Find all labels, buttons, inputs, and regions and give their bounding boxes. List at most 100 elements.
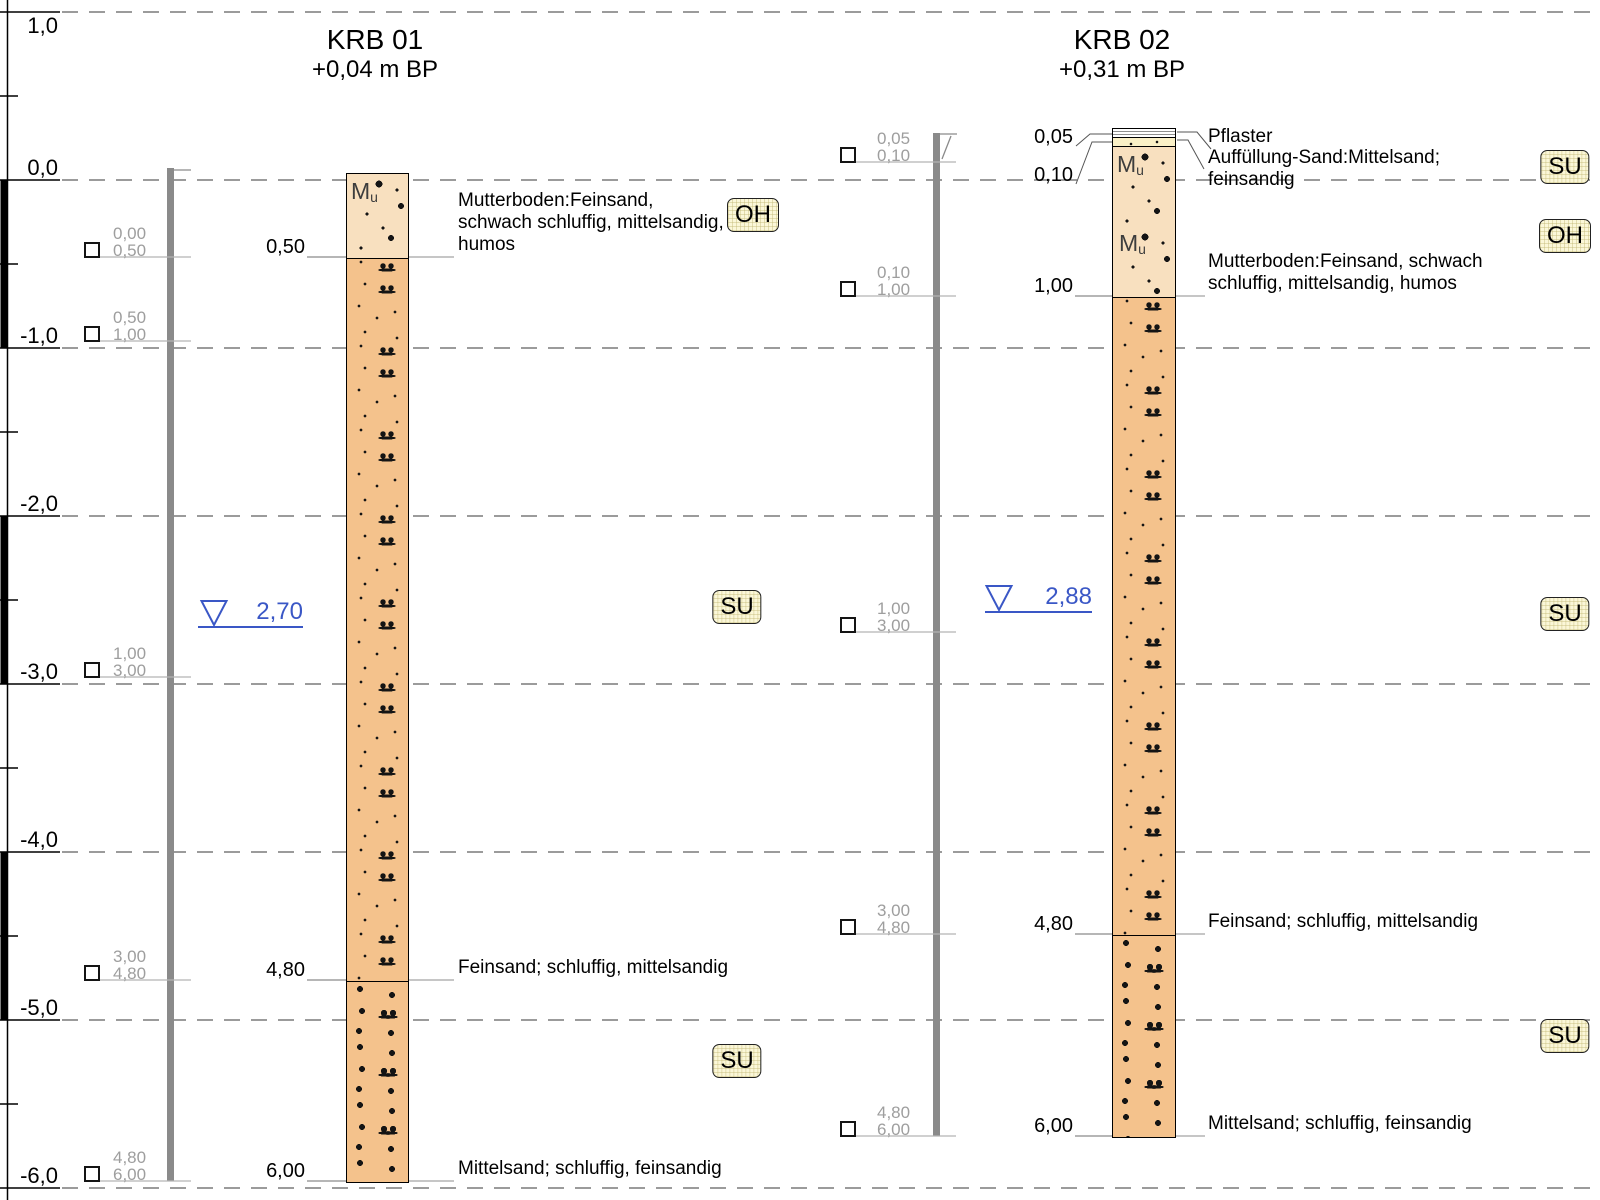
layer-description-line: Mittelsand; schluffig, feinsandig <box>1208 1113 1472 1134</box>
soil-class-badge: OH <box>727 198 779 232</box>
sample-to-label: 3,00 <box>877 616 911 635</box>
ruler-label: -4,0 <box>20 827 58 852</box>
sample-to-label: 0,50 <box>113 241 147 260</box>
soil-class-badge: SU <box>712 1044 762 1078</box>
soil-layer <box>1113 935 1175 1137</box>
ruler-label: -5,0 <box>20 995 58 1020</box>
soil-symbol: Mu <box>1119 232 1146 261</box>
sample-from-label: 0,00 <box>113 224 147 243</box>
soil-class-badge: SU <box>712 590 762 624</box>
sample-to-label: 6,00 <box>877 1120 911 1139</box>
borehole-elevation: +0,31 m BP <box>1058 56 1186 83</box>
soil-class-badge: SU <box>1540 150 1590 184</box>
sample-to-label: 4,80 <box>113 964 147 983</box>
soil-layer <box>347 981 408 1182</box>
sample-from-label: 4,80 <box>877 1103 911 1122</box>
ruler-label: 1,0 <box>27 13 58 38</box>
layer-description-line: Mittelsand; schluffig, feinsandig <box>458 1158 722 1179</box>
depth-callout-line <box>1075 133 1112 147</box>
soil-symbol-sub: u <box>370 189 378 205</box>
soil-class-badge: SU <box>1540 1019 1590 1053</box>
layer-description-line: Auffüllung-Sand:Mittelsand; <box>1208 147 1441 168</box>
soil-layer <box>347 258 408 981</box>
layer-description: Auffüllung-Sand:Mittelsand; feinsandig <box>1208 147 1440 191</box>
layer-depth-label: 1,00 <box>1034 275 1073 297</box>
groundwater-depth-label: 2,70 <box>256 598 303 625</box>
layer-description-line: humos <box>458 234 516 255</box>
layer-description: Mutterboden:Feinsand, schwach schluffig, … <box>1208 251 1483 295</box>
layer-depth-label: 4,80 <box>266 959 305 981</box>
sample-from-label: 0,50 <box>113 308 147 327</box>
layer-depth-label: 0,50 <box>266 236 305 258</box>
ruler-label: -2,0 <box>20 491 58 516</box>
layer-description: Mittelsand; schluffig, feinsandig <box>1208 1113 1472 1135</box>
soil-symbol-main: M <box>1119 230 1139 256</box>
layer-depth-label: 6,00 <box>1034 1115 1073 1137</box>
layer-description: Feinsand; schluffig, mittelsandig <box>1208 911 1478 933</box>
depth-callout-line <box>1075 141 1112 185</box>
layer-description-line: Mutterboden:Feinsand, <box>458 190 654 211</box>
layer-description: Mutterboden:Feinsand, schwach schluffig, … <box>458 190 724 256</box>
sample-marker <box>84 662 100 678</box>
borehole-title: KRB 02 +0,31 m BP <box>1059 24 1185 84</box>
stick-top-tick <box>941 135 952 160</box>
layer-description-line: Pflaster <box>1208 126 1273 147</box>
sample-marker <box>84 242 100 258</box>
soil-class-badge: SU <box>1540 597 1590 631</box>
sample-to-label: 4,80 <box>877 918 911 937</box>
sample-marker <box>84 326 100 342</box>
soil-layer: Mu <box>347 174 408 258</box>
sample-from-label: 1,00 <box>877 599 911 618</box>
sample-marker <box>840 617 856 633</box>
layer-description: Feinsand; schluffig, mittelsandig <box>458 957 728 979</box>
sample-marker <box>84 1166 100 1182</box>
layer-depth-label: 6,00 <box>266 1160 305 1182</box>
layer-description-line: Feinsand; schluffig, mittelsandig <box>458 957 729 978</box>
soil-symbol-main: M <box>351 178 371 204</box>
description-callout-line <box>1177 131 1212 150</box>
soil-layer <box>1113 137 1175 146</box>
layer-description-line: schluffig, mittelsandig, humos <box>1208 273 1457 294</box>
soil-class-badge: OH <box>1539 219 1591 253</box>
borehole-stick <box>167 168 174 1181</box>
sample-from-label: 3,00 <box>877 901 911 920</box>
layer-description-line: feinsandig <box>1208 169 1295 190</box>
ruler-label: -3,0 <box>20 659 58 684</box>
layer-depth-label: 0,10 <box>1034 164 1073 186</box>
sample-to-label: 1,00 <box>877 280 911 299</box>
sample-to-label: 0,10 <box>877 146 911 165</box>
layer-depth-label: 4,80 <box>1034 913 1073 935</box>
layer-description-line: Feinsand; schluffig, mittelsandig <box>1208 911 1479 932</box>
sample-marker <box>840 1121 856 1137</box>
ruler-label: -6,0 <box>20 1163 58 1188</box>
sample-marker <box>840 919 856 935</box>
sample-from-label: 3,00 <box>113 947 147 966</box>
groundwater-triangle-icon <box>984 585 1014 613</box>
layer-depth-label: 0,05 <box>1034 126 1073 148</box>
soil-symbol-sub: u <box>1136 162 1144 178</box>
sample-to-label: 3,00 <box>113 661 147 680</box>
soil-layer <box>1113 129 1175 137</box>
borehole-title: KRB 01 +0,04 m BP <box>312 24 438 84</box>
sample-marker <box>840 147 856 163</box>
sample-marker <box>840 281 856 297</box>
ruler-label: 0,0 <box>27 155 58 180</box>
borehole-name: KRB 01 <box>326 24 424 55</box>
sample-marker <box>84 965 100 981</box>
sample-from-label: 0,05 <box>877 129 911 148</box>
soil-layer: Mu Mu <box>1113 146 1175 297</box>
layer-description: Pflaster <box>1208 126 1272 148</box>
soil-symbol-sub: u <box>1138 241 1146 257</box>
soil-layer <box>1113 297 1175 935</box>
layer-description: Mittelsand; schluffig, feinsandig <box>458 1158 722 1180</box>
borehole-column: Mu <box>346 173 409 1183</box>
sample-to-label: 6,00 <box>113 1165 147 1184</box>
soil-symbol: Mu <box>351 180 378 209</box>
ruler-label: -1,0 <box>20 323 58 348</box>
sample-to-label: 1,00 <box>113 325 147 344</box>
layer-description-line: schwach schluffig, mittelsandig, <box>458 212 724 233</box>
sample-from-label: 0,10 <box>877 263 911 282</box>
borehole-elevation: +0,04 m BP <box>311 56 439 83</box>
